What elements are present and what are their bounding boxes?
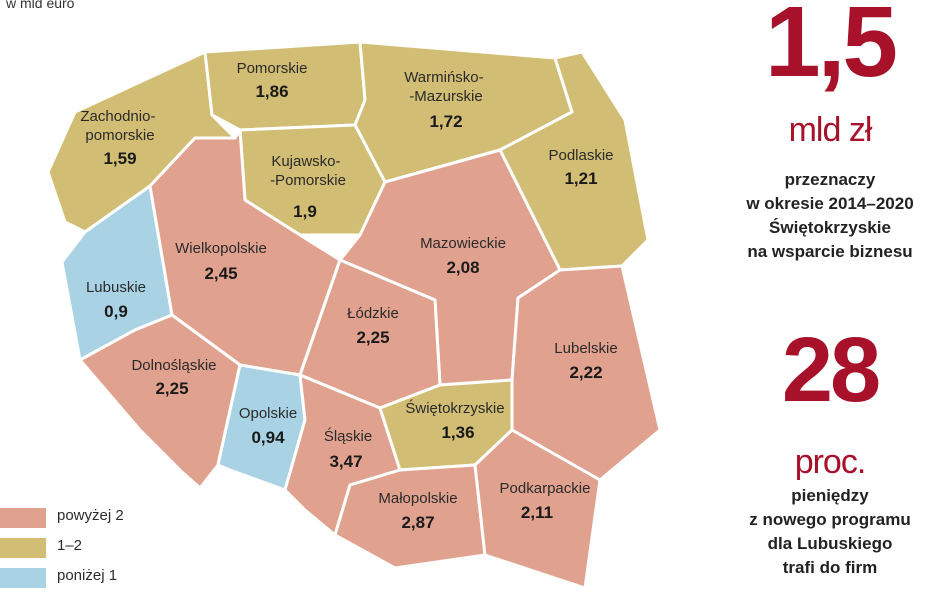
region-podkarpackie[interactable] xyxy=(473,428,602,590)
label-kujawsko-pomorskie-value: 1,9 xyxy=(293,202,317,221)
label-opolskie-value: 0,94 xyxy=(251,428,285,447)
stat1-line: Świętokrzyskie xyxy=(769,218,891,237)
label-zachodniopomorskie-name: Zachodnio- pomorskie xyxy=(80,108,159,144)
stat2-line: pieniędzy xyxy=(791,486,869,505)
label-warminsko-mazurskie-value: 1,72 xyxy=(429,112,462,131)
stat1-line: przeznaczy xyxy=(784,170,876,189)
stat1-value: 1,5 xyxy=(764,0,898,98)
label-opolskie-name: Opolskie xyxy=(239,405,297,422)
label-pomorskie-value: 1,86 xyxy=(255,82,288,101)
label-zachodniopomorskie-value: 1,59 xyxy=(103,149,136,168)
label-kujawsko-pomorskie-name: Kujawsko- -Pomorskie xyxy=(270,153,346,189)
poland-voivodeship-map: Zachodnio- pomorskie 1,59 Pomorskie 1,86… xyxy=(46,40,662,590)
label-wielkopolskie-name: Wielkopolskie xyxy=(175,240,267,257)
stat2-line: z nowego programu xyxy=(749,510,911,529)
unit-label: w mld euro xyxy=(6,0,75,11)
label-lubuskie-name: Lubuskie xyxy=(86,279,146,296)
legend-swatch-low xyxy=(0,568,46,588)
label-lubelskie-value: 2,22 xyxy=(569,363,602,382)
legend-label-high: powyżej 2 xyxy=(57,507,124,524)
label-dolnoslaskie-value: 2,25 xyxy=(155,379,188,398)
label-podkarpackie-name: Podkarpackie xyxy=(500,480,591,497)
region-labels: Zachodnio- pomorskie 1,59 Pomorskie 1,86… xyxy=(80,60,617,532)
stat1-line: na wsparcie biznesu xyxy=(747,242,913,261)
label-swietokrzyskie-value: 1,36 xyxy=(441,423,474,442)
label-wielkopolskie-value: 2,45 xyxy=(204,264,237,283)
stat2-unit: proc. xyxy=(794,443,867,481)
legend-label-mid: 1–2 xyxy=(57,537,83,554)
stat1-line: w okresie 2014–2020 xyxy=(746,194,914,213)
legend-swatch-high xyxy=(0,508,46,528)
label-lodzkie-name: Łódzkie xyxy=(347,305,399,322)
legend-swatch-mid xyxy=(0,538,46,558)
stat2-value: 28 xyxy=(781,319,881,421)
label-slaskie-name: Śląskie xyxy=(324,427,372,445)
label-slaskie-value: 3,47 xyxy=(329,452,362,471)
label-mazowieckie-name: Mazowieckie xyxy=(420,235,506,252)
label-swietokrzyskie-name: Świętokrzyskie xyxy=(405,399,504,417)
label-warminsko-mazurskie-name: Warmińsko- -Mazurskie xyxy=(404,69,488,105)
label-dolnoslaskie-name: Dolnośląskie xyxy=(131,357,216,374)
label-lodzkie-value: 2,25 xyxy=(356,328,389,347)
label-pomorskie-name: Pomorskie xyxy=(237,60,308,77)
label-malopolskie-name: Małopolskie xyxy=(378,490,457,507)
stat1-unit: mld zł xyxy=(788,111,873,149)
label-malopolskie-value: 2,87 xyxy=(401,513,434,532)
label-podkarpackie-value: 2,11 xyxy=(521,503,553,522)
stat2-line: trafi do firm xyxy=(782,558,878,577)
legend-label-low: poniżej 1 xyxy=(57,567,118,584)
region-shapes xyxy=(46,40,662,590)
label-mazowieckie-value: 2,08 xyxy=(446,258,479,277)
stat1-description: przeznaczy w okresie 2014–2020 Świętokrz… xyxy=(712,168,948,264)
label-podlaskie-value: 1,21 xyxy=(564,169,597,188)
label-podlaskie-name: Podlaskie xyxy=(548,147,613,164)
label-lubuskie-value: 0,9 xyxy=(104,302,128,321)
stat2-description: pieniędzy z nowego programu dla Lubuskie… xyxy=(712,484,948,580)
label-lubelskie-name: Lubelskie xyxy=(554,340,617,357)
stat2-line: dla Lubuskiego xyxy=(767,534,893,553)
